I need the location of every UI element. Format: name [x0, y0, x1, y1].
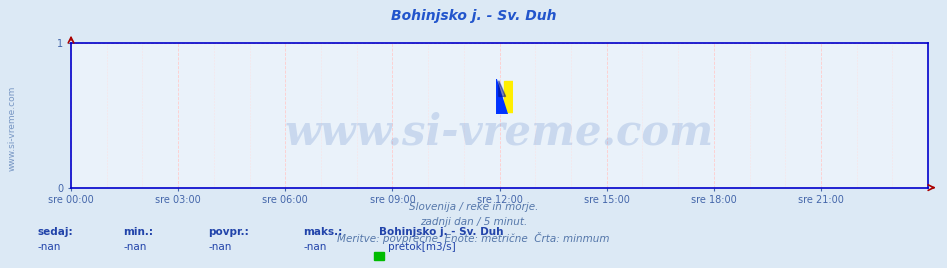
Polygon shape — [496, 79, 508, 114]
Text: Slovenija / reke in morje.: Slovenija / reke in morje. — [409, 202, 538, 212]
Text: -nan: -nan — [123, 243, 147, 252]
Text: Bohinjsko j. - Sv. Duh: Bohinjsko j. - Sv. Duh — [379, 227, 503, 237]
Text: www.si-vreme.com: www.si-vreme.com — [8, 86, 17, 171]
Text: pretok[m3/s]: pretok[m3/s] — [388, 243, 456, 252]
Text: povpr.:: povpr.: — [208, 227, 249, 237]
Polygon shape — [499, 81, 506, 96]
Text: zadnji dan / 5 minut.: zadnji dan / 5 minut. — [420, 217, 527, 227]
Text: maks.:: maks.: — [303, 227, 342, 237]
Text: Meritve: povprečne  Enote: metrične  Črta: minmum: Meritve: povprečne Enote: metrične Črta:… — [337, 232, 610, 244]
Text: www.si-vreme.com: www.si-vreme.com — [285, 111, 714, 154]
Text: -nan: -nan — [303, 243, 327, 252]
Text: min.:: min.: — [123, 227, 153, 237]
Text: -nan: -nan — [38, 243, 62, 252]
Text: Bohinjsko j. - Sv. Duh: Bohinjsko j. - Sv. Duh — [391, 9, 556, 23]
Text: -nan: -nan — [208, 243, 232, 252]
Text: sedaj:: sedaj: — [38, 227, 74, 237]
Bar — [504, 81, 512, 112]
